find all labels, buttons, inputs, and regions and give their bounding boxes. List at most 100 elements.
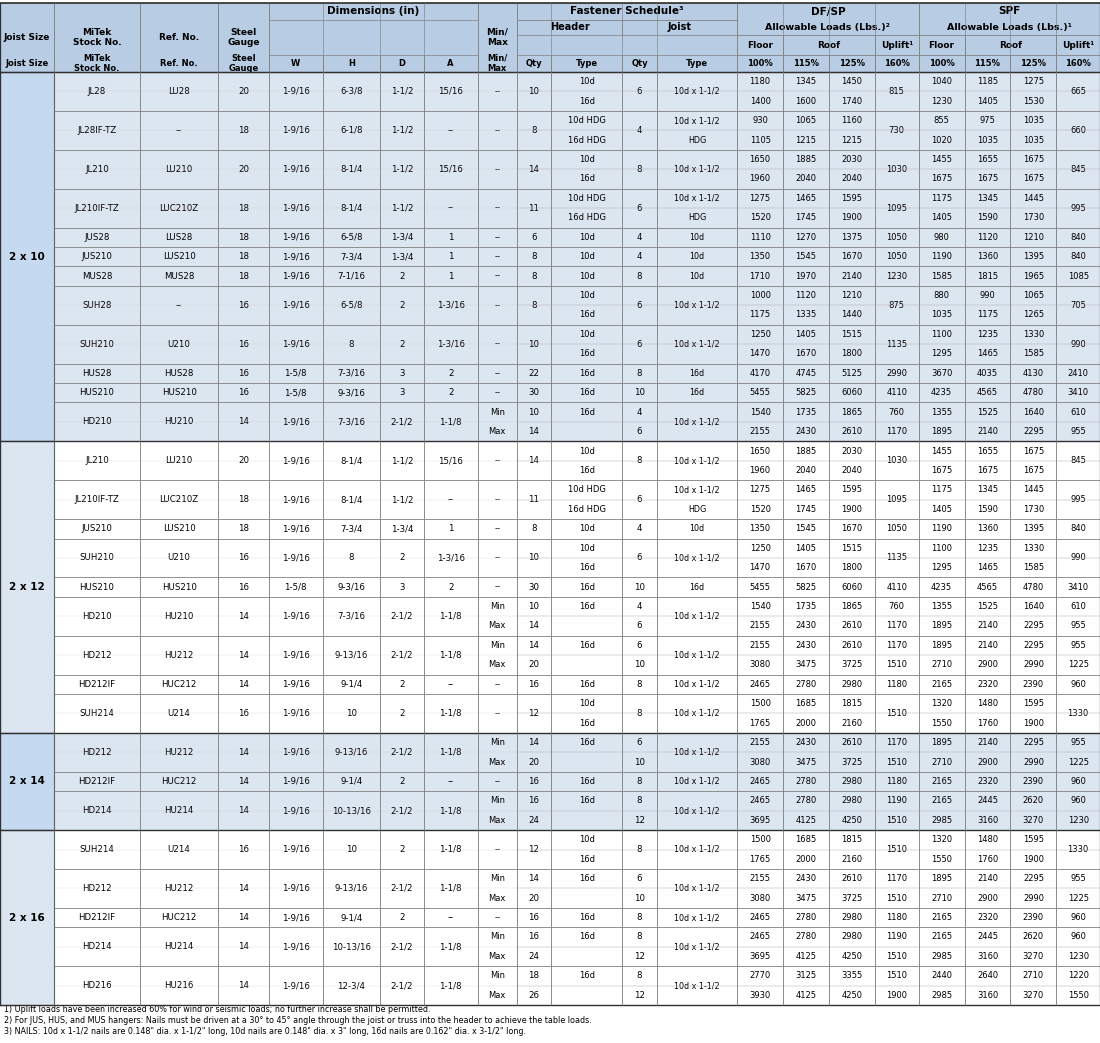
Text: 1515: 1515	[842, 330, 862, 339]
Bar	[657, 519, 737, 538]
Bar	[424, 830, 477, 869]
Text: Ref. No.: Ref. No.	[160, 33, 199, 42]
Text: 1190: 1190	[931, 252, 952, 261]
Text: --: --	[494, 845, 501, 854]
Bar	[322, 55, 381, 72]
Text: U210: U210	[167, 340, 190, 348]
Text: 1670: 1670	[795, 563, 816, 573]
Bar	[218, 772, 268, 792]
Text: A: A	[448, 59, 454, 68]
Text: 1-1/2: 1-1/2	[390, 87, 414, 96]
Text: 4130: 4130	[1023, 369, 1044, 378]
Text: --: --	[494, 456, 501, 465]
Bar	[783, 383, 829, 403]
Text: --: --	[494, 554, 501, 562]
Bar	[517, 907, 551, 927]
Text: --: --	[494, 126, 501, 135]
Bar	[424, 966, 477, 1005]
Text: Type: Type	[686, 59, 708, 68]
Bar	[874, 519, 918, 538]
Bar	[218, 227, 268, 247]
Bar	[477, 324, 517, 364]
Text: 2-1/2: 2-1/2	[390, 612, 414, 621]
Text: 2165: 2165	[931, 913, 953, 922]
Bar	[381, 675, 424, 694]
Text: 1190: 1190	[887, 932, 907, 942]
Text: 1225: 1225	[1068, 757, 1089, 767]
Text: 2-1/2: 2-1/2	[390, 806, 414, 816]
Text: 2030: 2030	[842, 155, 862, 164]
Text: 2) For JUS, HUS, and MUS hangers: Nails must be driven at a 30° to 45° angle thr: 2) For JUS, HUS, and MUS hangers: Nails …	[4, 1016, 592, 1025]
Text: 6: 6	[637, 738, 642, 747]
Text: 9-1/4: 9-1/4	[340, 680, 363, 688]
Text: 1815: 1815	[977, 271, 998, 281]
Bar	[381, 247, 424, 266]
Text: 160%: 160%	[883, 59, 910, 68]
Bar	[623, 72, 657, 111]
Bar	[551, 597, 623, 635]
Text: 1550: 1550	[1068, 991, 1089, 1000]
Text: 2140: 2140	[977, 874, 998, 883]
Text: 4565: 4565	[977, 583, 998, 591]
Text: 2620: 2620	[1023, 932, 1044, 942]
Bar	[918, 772, 965, 792]
Bar	[551, 480, 623, 519]
Bar	[140, 150, 218, 189]
Text: Min/
Max: Min/ Max	[487, 54, 507, 73]
Bar	[218, 869, 268, 907]
Bar	[268, 286, 322, 324]
Text: 3) NAILS: 10d x 1-1/2 nails are 0.148" dia. x 1-1/2" long, 10d nails are 0.148" : 3) NAILS: 10d x 1-1/2 nails are 0.148" d…	[4, 1027, 526, 1036]
Text: 10-13/16: 10-13/16	[332, 942, 371, 951]
Bar	[829, 55, 874, 72]
Bar	[657, 597, 737, 635]
Text: 1-3/16: 1-3/16	[437, 554, 464, 562]
Text: 18: 18	[238, 126, 249, 135]
Text: DF/SP: DF/SP	[811, 6, 845, 17]
Bar	[54, 72, 140, 111]
Text: 10d x 1-1/2: 10d x 1-1/2	[674, 777, 719, 786]
Text: 3410: 3410	[1068, 388, 1089, 397]
Text: 16d: 16d	[579, 777, 595, 786]
Text: 1360: 1360	[977, 525, 998, 533]
Bar	[737, 247, 783, 266]
Text: MiTek
Stock No.: MiTek Stock No.	[73, 28, 121, 47]
Bar	[623, 403, 657, 441]
Text: 16: 16	[238, 340, 249, 348]
Text: 1510: 1510	[887, 816, 907, 825]
Bar	[965, 383, 1011, 403]
Text: 1960: 1960	[749, 174, 771, 184]
Text: 1525: 1525	[977, 408, 998, 416]
Text: 1230: 1230	[931, 97, 953, 105]
Text: 840: 840	[1070, 252, 1086, 261]
Bar	[218, 830, 268, 869]
Bar	[54, 383, 140, 403]
Bar	[218, 519, 268, 538]
Bar	[517, 3, 737, 20]
Text: HUC212: HUC212	[162, 680, 197, 688]
Bar	[54, 247, 140, 266]
Text: 1895: 1895	[931, 427, 953, 436]
Text: --: --	[494, 203, 501, 213]
Bar	[140, 519, 218, 538]
Bar	[0, 441, 54, 733]
Text: 6: 6	[637, 300, 642, 310]
Bar	[54, 772, 140, 792]
Text: 1465: 1465	[977, 563, 998, 573]
Text: 2620: 2620	[1023, 797, 1044, 805]
Text: 16d HDG: 16d HDG	[568, 136, 606, 145]
Bar	[783, 966, 829, 1005]
Bar	[1011, 150, 1056, 189]
Bar	[1056, 247, 1100, 266]
Bar	[829, 189, 874, 227]
Bar	[657, 907, 737, 927]
Text: 115%: 115%	[793, 59, 820, 68]
Text: 2320: 2320	[977, 680, 998, 688]
Bar	[657, 792, 737, 830]
Text: 10: 10	[634, 583, 645, 591]
Text: 4: 4	[637, 252, 642, 261]
Text: U214: U214	[167, 845, 190, 854]
Text: 1-1/8: 1-1/8	[439, 806, 462, 816]
Text: 1675: 1675	[977, 466, 998, 475]
Text: 1445: 1445	[1023, 194, 1044, 202]
Text: 1180: 1180	[887, 680, 907, 688]
